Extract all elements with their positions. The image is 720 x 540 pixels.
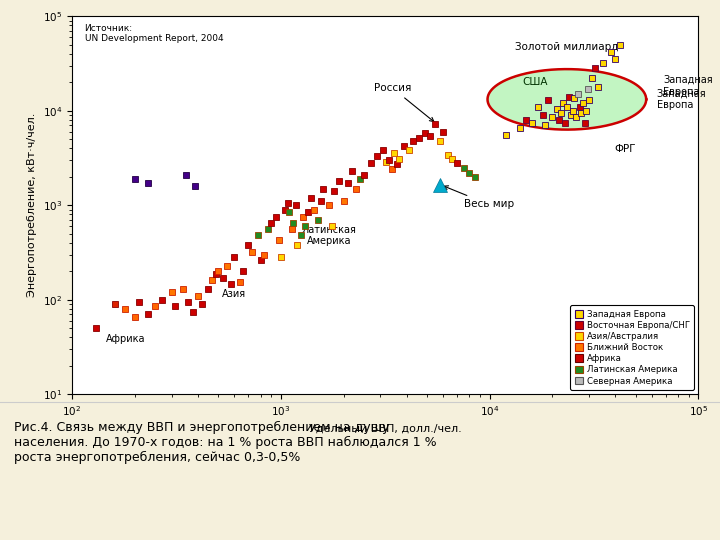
Text: Россия: Россия bbox=[374, 83, 434, 122]
Text: ФРГ: ФРГ bbox=[615, 144, 636, 154]
Text: Весь мир: Весь мир bbox=[444, 186, 513, 210]
Text: США: США bbox=[523, 77, 549, 87]
Text: Западная
Европа: Западная Европа bbox=[663, 75, 713, 97]
Text: Золотой миллиард: Золотой миллиард bbox=[516, 42, 618, 52]
Text: Рис.4. Связь между ВВП и энергопотреблением на душу
населения. До 1970-х годов: : Рис.4. Связь между ВВП и энергопотреблен… bbox=[14, 421, 437, 464]
Polygon shape bbox=[487, 69, 647, 130]
Text: Источник:
UN Development Report, 2004: Источник: UN Development Report, 2004 bbox=[84, 24, 223, 43]
Y-axis label: Энергопотребление, кВт·ч/чел.: Энергопотребление, кВт·ч/чел. bbox=[27, 113, 37, 298]
Text: Африка: Африка bbox=[106, 334, 145, 345]
Legend: Западная Европа, Восточная Европа/СНГ, Азия/Австралия, Ближний Восток, Африка, Л: Западная Европа, Восточная Европа/СНГ, А… bbox=[570, 305, 694, 390]
X-axis label: Удельный ВВП, долл./чел.: Удельный ВВП, долл./чел. bbox=[309, 423, 462, 433]
Text: Азия: Азия bbox=[222, 289, 246, 299]
Text: Западная
Европа: Западная Европа bbox=[657, 89, 706, 110]
Text: Латинская
Америка: Латинская Америка bbox=[302, 225, 356, 246]
